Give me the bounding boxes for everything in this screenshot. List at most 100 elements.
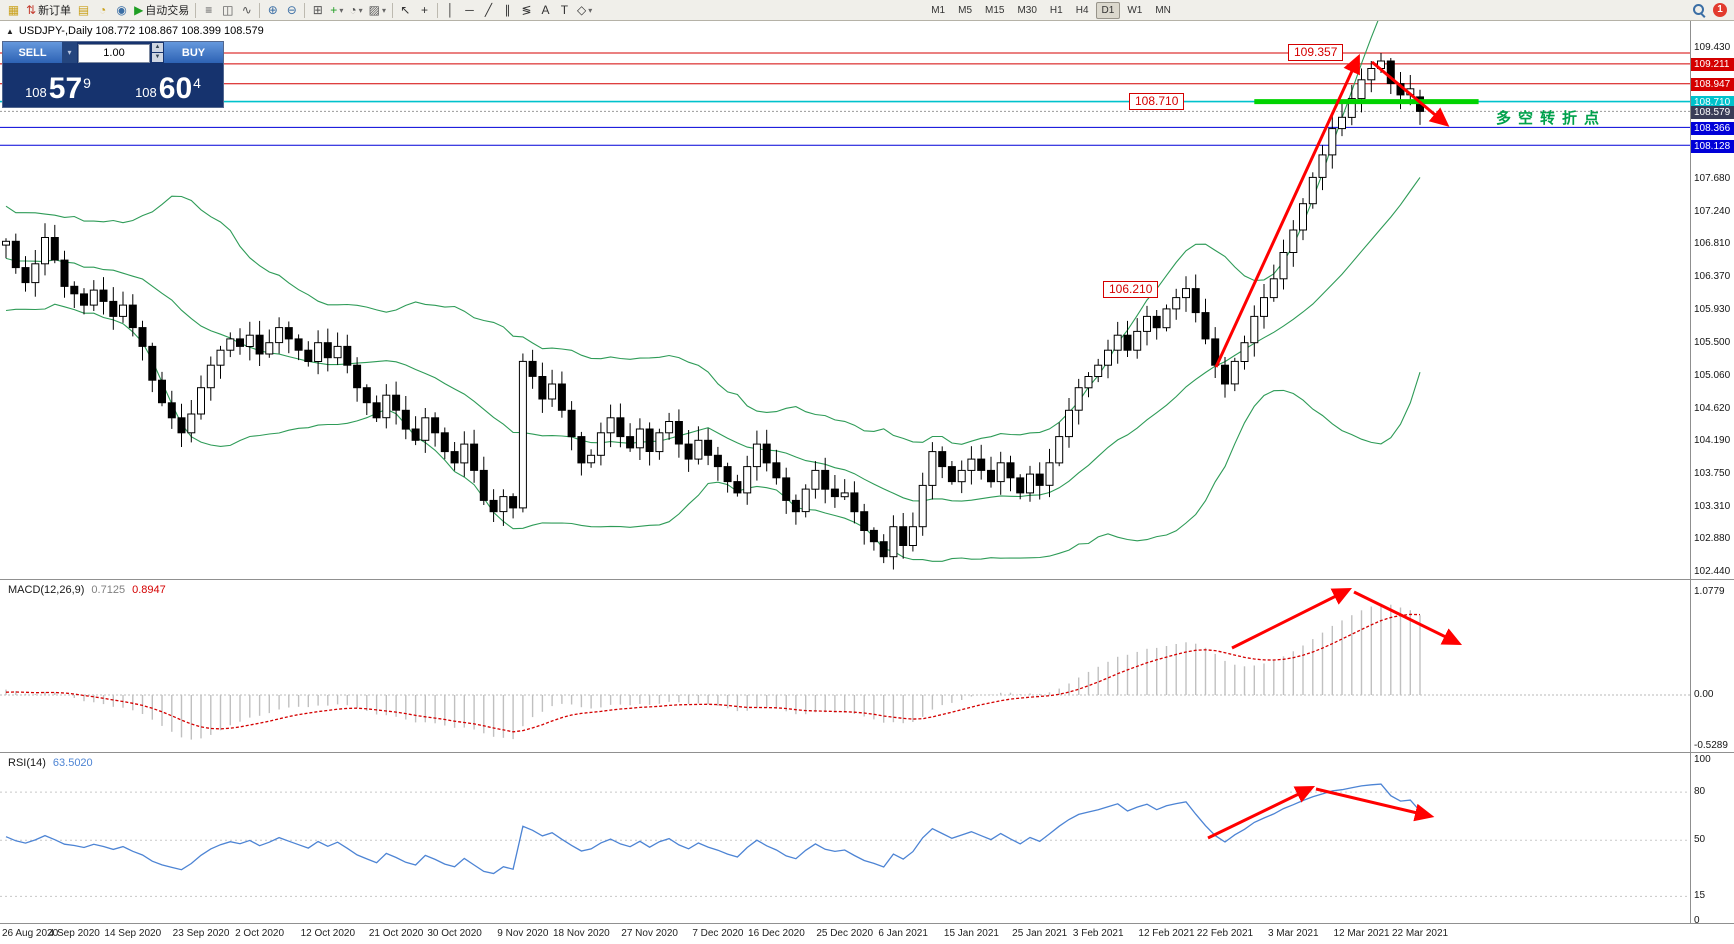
periods-icon: ◔ — [349, 3, 357, 17]
one-click-collapse-icon[interactable]: ▲ — [6, 26, 14, 36]
periods-button[interactable]: ◔ ▾ — [346, 1, 365, 19]
volume-stepper[interactable]: ▲ ▼ — [151, 42, 164, 63]
market-watch-icon: ◉ — [116, 3, 127, 17]
timeframe-m5-button[interactable]: M5 — [958, 4, 973, 16]
buy-price[interactable]: 108 60 4 — [113, 63, 223, 107]
sell-button[interactable]: SELL — [3, 42, 62, 63]
timeframe-h1-button[interactable]: H1 — [1049, 4, 1063, 16]
templates-icon: ▨ — [368, 3, 380, 17]
zoom-out-button[interactable]: ⊖ — [282, 1, 301, 19]
timeframe-m30-button[interactable]: M30 — [1017, 4, 1037, 16]
zoom-out-icon: ⊖ — [286, 3, 297, 17]
rsi-panel[interactable] — [0, 755, 1690, 922]
sell-price-pip: 9 — [83, 75, 91, 91]
new-order-button-label: 新订单 — [38, 5, 72, 17]
date-tick: 2 Oct 2020 — [235, 928, 285, 939]
macd-panel[interactable] — [0, 582, 1690, 751]
new-order-icon: ⇅ — [26, 3, 37, 17]
market-watch-button[interactable]: ◉ — [112, 1, 131, 19]
main-chart-panel[interactable] — [0, 21, 1690, 578]
rsi-indicator-label: RSI(14) 63.5020 — [8, 757, 93, 769]
arrows-button[interactable]: T — [555, 1, 574, 19]
toolbar-separator — [195, 2, 197, 18]
price-tick: 105.500 — [1694, 336, 1731, 348]
one-click-trading-panel: SELL ▾ ▲ ▼ BUY 108 57 9 108 60 4 — [2, 41, 224, 108]
date-tick: 25 Jan 2021 — [1012, 928, 1068, 939]
templates-dropdown-icon: ▾ — [381, 5, 386, 15]
templates-button[interactable]: ▨ ▾ — [366, 1, 389, 19]
candlestick-chart-type-button[interactable]: ◫ — [218, 1, 237, 19]
bar-chart-type-button[interactable]: ≡ — [199, 1, 218, 19]
sell-price-prefix: 108 — [25, 85, 47, 100]
date-tick: 12 Mar 2021 — [1333, 928, 1390, 939]
chart-profiles-icon: ▤ — [77, 3, 90, 17]
breakout-price-annotation[interactable]: 106.210 — [1103, 281, 1159, 298]
date-tick: 22 Feb 2021 — [1196, 928, 1254, 939]
candlestick-chart-type-icon: ◫ — [222, 3, 234, 17]
macd-axis-tick: 1.0779 — [1694, 585, 1725, 597]
arrows-icon: T — [560, 3, 569, 17]
panel-divider-rsi[interactable] — [0, 751, 1734, 755]
high-price-annotation[interactable]: 109.357 — [1288, 44, 1344, 61]
timeframe-d1-button[interactable]: D1 — [1095, 1, 1121, 19]
time-axis[interactable]: 26 Aug 2020 4 Sep 2020 14 Sep 2020 23 Sep 2… — [0, 924, 1690, 944]
alerts-button[interactable]: ◔ — [93, 1, 112, 19]
price-axis[interactable]: 109.430 107.680 107.240 106.810 106.370 105.9… — [1691, 0, 1734, 944]
volume-dropdown-icon[interactable]: ▾ — [62, 42, 77, 63]
support-price-annotation[interactable]: 108.710 — [1129, 93, 1185, 110]
timeframe-m15-button[interactable]: M15 — [985, 4, 1005, 16]
timeframe-h4-button[interactable]: H4 — [1075, 4, 1089, 16]
tile-windows-button[interactable]: ⊞ — [308, 1, 327, 19]
volume-down-icon[interactable]: ▼ — [152, 53, 163, 62]
turning-point-annotation[interactable]: 多空转折点 — [1496, 110, 1607, 127]
new-chart-button[interactable]: ▦ — [4, 1, 23, 19]
date-tick: 27 Nov 2020 — [621, 928, 678, 939]
panel-divider-macd[interactable] — [0, 578, 1734, 582]
price-tick: 104.190 — [1694, 435, 1731, 447]
crosshair-button[interactable]: + — [415, 1, 434, 19]
new-order-button[interactable]: ⇅ 新订单 — [23, 1, 74, 19]
indicators-button[interactable]: + ▾ — [327, 1, 346, 19]
trendline-icon: ╱ — [484, 3, 493, 17]
channel-button[interactable]: ∥ — [498, 1, 517, 19]
vertical-line-button[interactable]: │ — [441, 1, 460, 19]
rsi-axis-tick: 100 — [1694, 754, 1711, 765]
date-tick: 3 Feb 2021 — [1072, 928, 1124, 939]
cursor-button[interactable]: ↖ — [396, 1, 415, 19]
date-tick: 9 Nov 2020 — [497, 928, 549, 939]
autotrading-button[interactable]: ▶ 自动交易 — [131, 1, 192, 19]
fibonacci-button[interactable]: ≶ — [517, 1, 536, 19]
timeframe-m1-button[interactable]: M1 — [931, 4, 946, 16]
volume-input[interactable] — [78, 43, 150, 63]
chart-profiles-button[interactable]: ▤ — [74, 1, 93, 19]
new-chart-icon: ▦ — [7, 3, 20, 17]
shapes-icon: ◇ — [576, 3, 587, 17]
price-badge: 108.366 — [1691, 121, 1734, 135]
timeframe-toolbar: M1 M5 M15 M30 H1 H4 D1 W1 MN — [925, 1, 1177, 19]
date-tick: 21 Oct 2020 — [368, 928, 424, 939]
text-button[interactable]: A — [536, 1, 555, 19]
line-chart-type-button[interactable]: ∿ — [237, 1, 256, 19]
date-tick: 16 Dec 2020 — [748, 928, 805, 939]
sell-price-main: 57 — [48, 72, 83, 105]
rsi-axis-tick: 80 — [1694, 786, 1706, 798]
date-tick: 7 Dec 2020 — [692, 928, 744, 939]
horizontal-line-button[interactable]: ─ — [460, 1, 479, 19]
main-toolbar: ▦ ⇅ 新订单 ▤ ◔ ◉ ▶ 自动交易 ≡ ◫ ∿ ⊕ ⊖ ⊞ + ▾ ◔ ▾ ▨ ▾ ↖ + │ ─ ╱ ∥ ≶ A T ◇ ▾ M1 M5… — [0, 0, 1734, 21]
trendline-button[interactable]: ╱ — [479, 1, 498, 19]
timeframe-mn-button[interactable]: MN — [1155, 4, 1171, 16]
date-tick: 3 Mar 2021 — [1267, 928, 1319, 939]
search-icon[interactable] — [1692, 3, 1706, 17]
date-tick: 30 Oct 2020 — [427, 928, 482, 939]
buy-button[interactable]: BUY — [164, 42, 223, 63]
timeframe-w1-button[interactable]: W1 — [1127, 4, 1143, 16]
price-tick: 105.930 — [1694, 304, 1731, 316]
sell-price[interactable]: 108 57 9 — [3, 63, 113, 107]
toolbar-separator — [436, 2, 438, 18]
zoom-in-button[interactable]: ⊕ — [263, 1, 282, 19]
alerts-icon: ◔ — [98, 3, 107, 17]
volume-up-icon[interactable]: ▲ — [152, 43, 163, 52]
shapes-button[interactable]: ◇ ▾ — [574, 1, 595, 19]
notification-badge[interactable]: 1 — [1713, 3, 1727, 17]
